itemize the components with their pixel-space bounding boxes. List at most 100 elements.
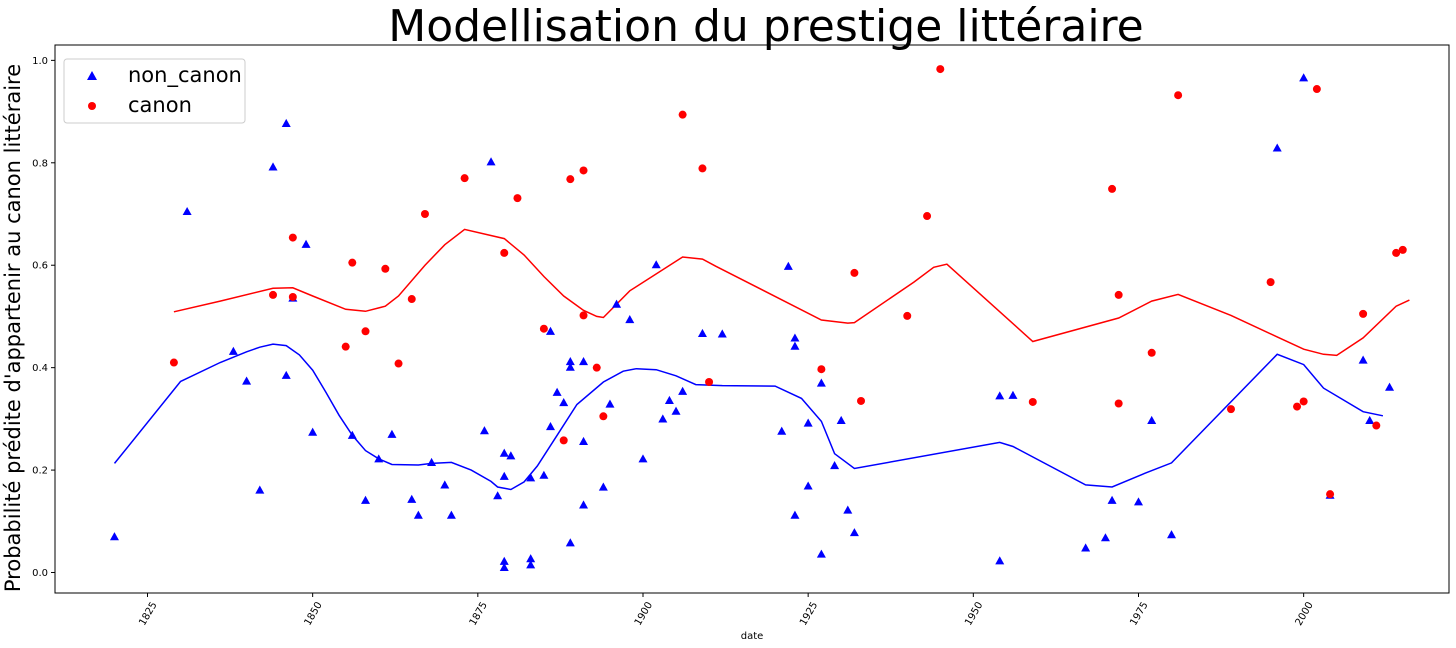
non-canon-point [579,500,589,509]
non-canon-point [790,510,800,519]
non-canon-point [499,471,509,480]
non-canon-point [671,406,681,415]
canon-point [341,342,350,351]
x-axis-label: date [741,631,764,642]
y-axis: 0.0 0.2 0.4 0.6 0.8 1.0 [32,56,55,579]
non-canon-point [1081,543,1091,552]
non-canon-point [717,329,727,338]
non-canon-point [545,422,555,431]
non-canon-point [552,387,562,396]
canon-point [1326,490,1335,499]
non-canon-point [579,357,589,366]
non-canon-trend-line [113,343,1384,491]
canon-point [1398,245,1407,254]
canon-point [936,65,945,74]
x-tick-label: 1925 [798,600,820,628]
canon-point [1174,91,1183,100]
non-canon-point [526,554,536,563]
non-canon-point [658,414,668,423]
canon-point [592,363,601,372]
canon-point [420,210,429,219]
canon-point [1114,290,1123,299]
canon-point [850,268,859,277]
non-canon-point [836,415,846,425]
non-canon-point [995,391,1005,400]
x-tick-label: 1850 [303,600,325,628]
non-canon-point [506,451,516,460]
x-tick-label: 1900 [633,600,655,628]
non-canon-point [387,429,397,438]
canon-point [407,295,416,304]
canon-point [288,233,297,242]
non-canon-point [995,556,1005,565]
x-tick-label: 2000 [1294,600,1316,628]
non-canon-point [526,560,536,569]
non-canon-point [598,482,608,491]
non-canon-point [697,328,707,337]
non-canon-point [347,430,357,439]
non-canon-point [1133,497,1143,506]
canon-point [566,175,575,184]
canon-point [288,292,297,301]
non-canon-point [559,397,569,407]
chart-title: Modellisation du prestige littéraire [388,1,1144,52]
non-canon-point [1167,530,1177,539]
non-canon-point [440,480,450,489]
canon-point [539,324,548,333]
non-canon-point [242,376,252,385]
canon-point [678,110,687,119]
non-canon-point [499,556,509,565]
non-canon-point [499,448,509,457]
non-canon-point [830,460,840,470]
non-canon-point [493,491,503,500]
canon-point [460,174,469,183]
non-canon-point [1365,415,1375,425]
non-canon-point [499,562,509,571]
x-tick-label: 1825 [137,600,159,628]
non-canon-point [182,206,192,216]
non-canon-point [612,299,622,308]
canon-point [559,436,568,445]
non-canon-point [605,399,615,408]
non-canon-point [651,260,661,269]
non-canon-point [526,473,536,482]
non-canon-point [1299,73,1309,82]
non-canon-point [579,436,589,446]
plot-area [54,44,1450,594]
non-canon-point [446,510,456,519]
canon-point [923,212,932,221]
legend-label-canon: canon [128,93,192,117]
y-axis-label: Probabilité prédite d'appartenir au cano… [1,64,25,592]
canon-point [705,377,714,386]
canon-point [579,311,588,320]
non-canon-point [1100,533,1110,542]
canon-point [579,166,588,175]
legend-frame [63,58,246,124]
non-canon-point [790,333,800,342]
legend-marker-canon [88,102,96,110]
canon-point [1372,421,1381,430]
legend-marker-non-canon [87,71,97,80]
non-canon-point [638,454,648,463]
y-tick-label: 0.8 [32,158,48,169]
x-tick-label: 1975 [1128,600,1150,628]
canon-point [513,194,522,203]
non-canon-point [783,261,793,270]
legend-label-non-canon: non_canon [128,63,242,88]
canon-point [169,358,178,367]
canon-point [1266,278,1275,287]
non-canon-point [361,495,371,504]
canon-point [1108,184,1117,193]
canon-point [698,164,707,173]
non-canon-point [301,239,311,248]
non-canon-point [664,395,674,405]
non-canon-point [479,426,489,435]
non-canon-point [228,346,238,355]
canon-point [500,248,509,257]
x-tick-label: 1950 [963,600,985,628]
canon-point [1293,402,1302,411]
canon-point [381,264,390,273]
non-canon-point [803,418,813,427]
non-canon-point [281,370,291,379]
